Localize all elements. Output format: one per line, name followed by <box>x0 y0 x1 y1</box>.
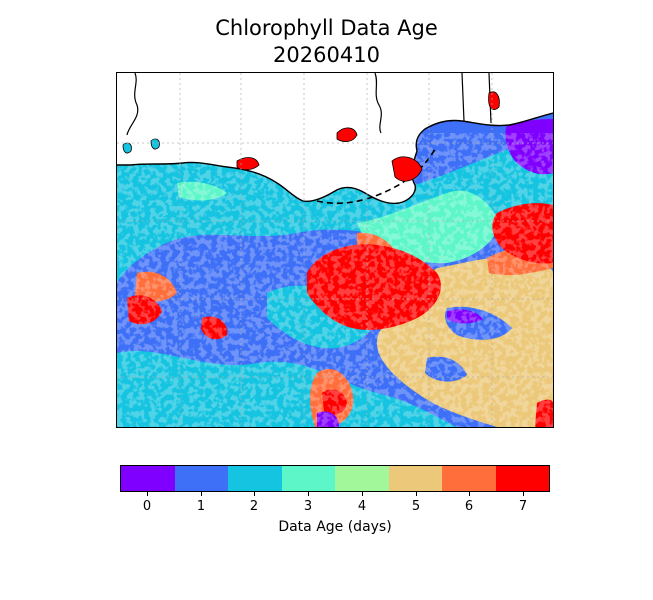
colorbar-tick <box>416 492 417 496</box>
colorbar-swatch-0 <box>121 466 175 491</box>
map-title: Chlorophyll Data Age <box>215 16 438 40</box>
colorbar-tick <box>469 492 470 496</box>
colorbar-swatch-6 <box>442 466 496 491</box>
colorbar-swatch-3 <box>281 466 335 491</box>
coastal-age-2 <box>150 138 160 150</box>
colorbar-tick <box>254 492 255 496</box>
coastline <box>117 112 553 205</box>
state-border <box>374 73 382 134</box>
coastal-age-7 <box>336 127 358 143</box>
colorbar-tick-label: 7 <box>518 499 528 514</box>
colorbar-tick <box>201 492 202 496</box>
colorbar <box>120 465 550 492</box>
colorbar-tick <box>308 492 309 496</box>
land-mass <box>117 73 553 204</box>
colorbar-tick-label: 1 <box>196 499 206 514</box>
coastal-age-7 <box>236 157 260 171</box>
colorbar-tick-label: 3 <box>303 499 313 514</box>
colorbar-tick-label: 2 <box>249 499 259 514</box>
colorbar-tick-label: 6 <box>464 499 474 514</box>
colorbar-tick-label: 5 <box>411 499 421 514</box>
data-age-map <box>116 72 554 428</box>
colorbar-tick <box>147 492 148 496</box>
maritime-boundary <box>316 148 436 205</box>
river-outline <box>126 73 139 136</box>
coastal-age-7 <box>391 156 423 182</box>
gridlines <box>117 73 553 427</box>
colorbar-swatch-2 <box>228 466 282 491</box>
colorbar-swatch-1 <box>174 466 228 491</box>
colorbar-swatch-7 <box>495 466 549 491</box>
state-border <box>461 73 465 122</box>
colorbar-label: Data Age (days) <box>278 519 392 535</box>
coastal-age-2 <box>122 142 132 154</box>
map-date: 20260410 <box>273 43 380 67</box>
coastal-age-7 <box>488 91 500 110</box>
colorbar-tick-label: 4 <box>357 499 367 514</box>
colorbar-tick-label: 0 <box>142 499 152 514</box>
colorbar-tick <box>362 492 363 496</box>
colorbar-swatch-4 <box>335 466 389 491</box>
colorbar-swatch-5 <box>388 466 442 491</box>
colorbar-tick <box>523 492 524 496</box>
